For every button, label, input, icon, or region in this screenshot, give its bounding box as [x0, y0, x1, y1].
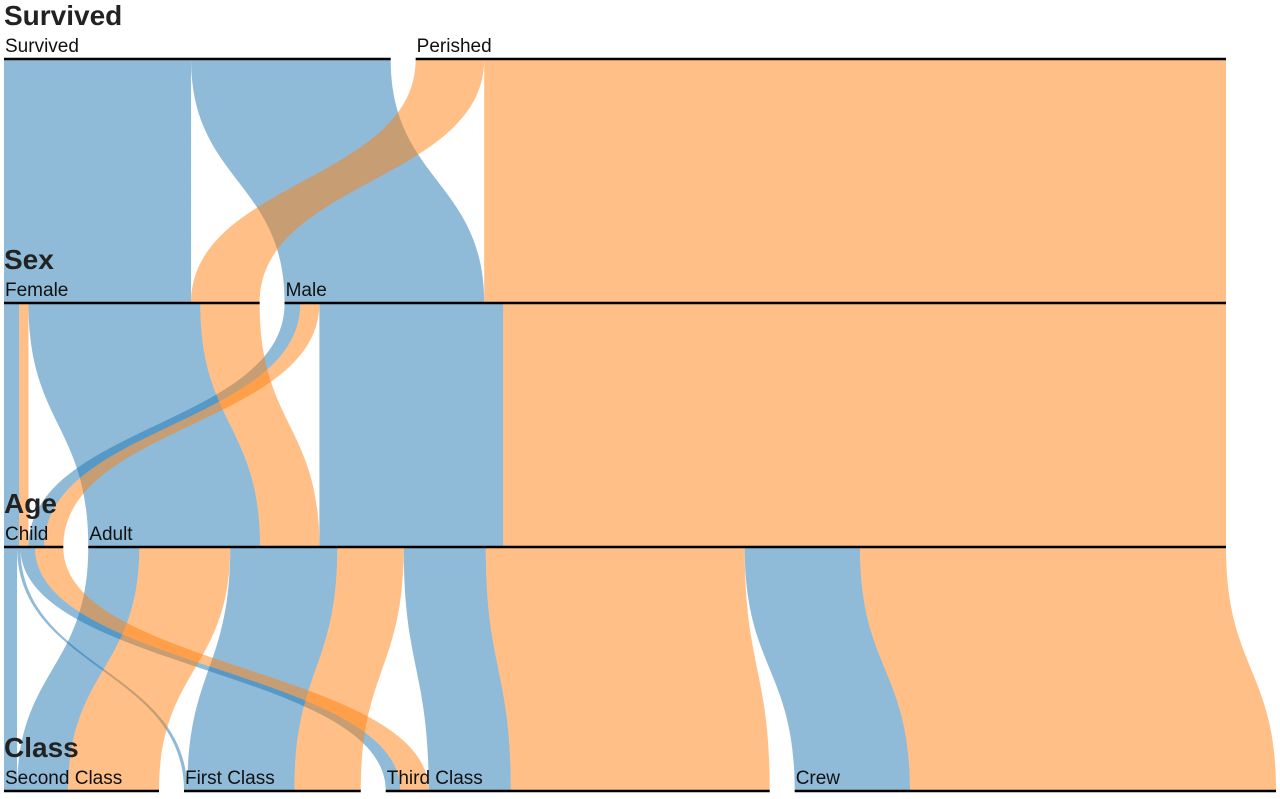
ribbon-age-child-to-class-third-class-perished[interactable]	[34, 547, 429, 791]
ribbon-sex-female-to-age-adult-perished[interactable]	[200, 303, 320, 547]
ribbon-survived-perished-to-sex-male-perished[interactable]	[484, 59, 1227, 303]
ribbon-age-adult-to-class-second-class-survived[interactable]	[17, 547, 140, 791]
category-label-age-adult[interactable]: Adult	[89, 524, 133, 545]
category-label-class-second-class[interactable]: Second Class	[5, 768, 122, 789]
category-label-class-third-class[interactable]: Third Class	[387, 768, 483, 789]
ribbon-sex-female-to-age-child-survived[interactable]	[4, 303, 20, 547]
axes-layer: Survived Survived Perished Sex Female Male Age…	[4, 0, 1276, 793]
ribbon-sex-male-to-age-adult-survived[interactable]	[319, 303, 504, 547]
ribbon-age-adult-to-class-crew-survived[interactable]	[744, 547, 910, 791]
category-label-age-child[interactable]: Child	[5, 524, 48, 545]
dimension-title-sex: Sex	[4, 244, 54, 275]
ribbon-age-adult-to-class-third-class-perished[interactable]	[485, 547, 770, 791]
ribbon-sex-male-to-age-adult-perished[interactable]	[503, 303, 1227, 547]
ribbons-layer	[4, 59, 1276, 791]
ribbon-survived-perished-to-sex-female-perished[interactable]	[191, 59, 485, 303]
ribbon-age-adult-to-class-first-class-perished[interactable]	[294, 547, 404, 791]
dimension-title-survived: Survived	[4, 0, 122, 31]
ribbon-sex-male-to-age-child-survived[interactable]	[28, 303, 301, 547]
ribbon-sex-male-to-age-child-perished[interactable]	[44, 303, 320, 547]
category-label-survived-survived[interactable]: Survived	[5, 36, 79, 57]
ribbon-age-adult-to-class-first-class-survived[interactable]	[187, 547, 338, 791]
ribbon-sex-female-to-age-child-perished[interactable]	[19, 303, 29, 547]
ribbon-age-child-to-class-second-class-survived[interactable]	[4, 547, 18, 791]
ribbon-age-adult-to-class-third-class-survived[interactable]	[403, 547, 511, 791]
ribbon-survived-survived-to-sex-female-survived[interactable]	[4, 59, 192, 303]
category-label-sex-female[interactable]: Female	[5, 280, 68, 301]
ribbon-age-adult-to-class-second-class-perished[interactable]	[68, 547, 231, 791]
category-label-class-first-class[interactable]: First Class	[185, 768, 275, 789]
category-label-class-crew[interactable]: Crew	[796, 768, 841, 789]
dimension-title-class: Class	[4, 732, 79, 763]
category-label-survived-perished[interactable]: Perished	[417, 36, 492, 57]
category-label-sex-male[interactable]: Male	[286, 280, 327, 301]
dimension-title-age: Age	[4, 488, 57, 519]
ribbon-age-adult-to-class-crew-perished[interactable]	[859, 547, 1276, 791]
